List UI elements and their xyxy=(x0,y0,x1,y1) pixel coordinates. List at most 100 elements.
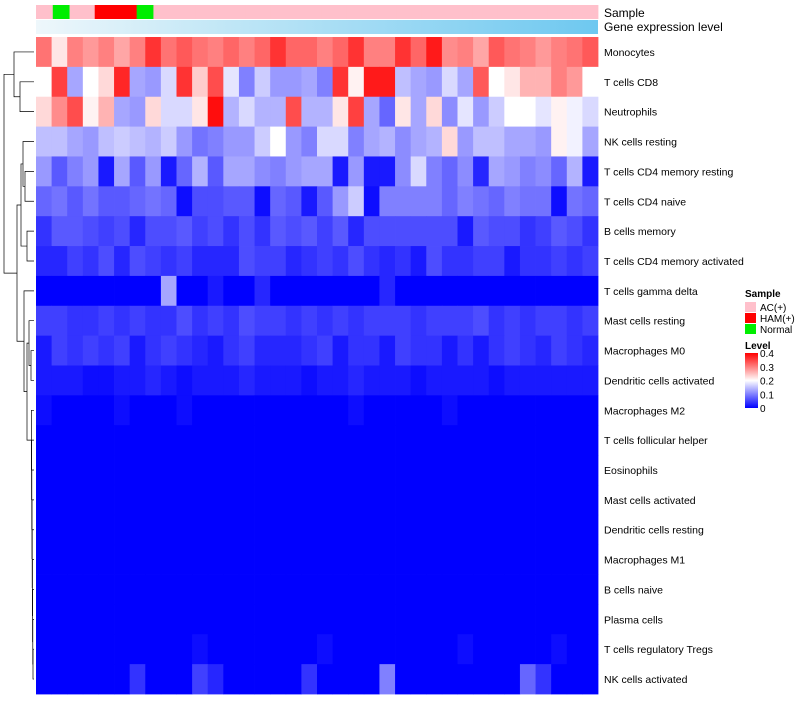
sample-annotation-cell xyxy=(405,5,414,19)
heatmap-cell xyxy=(566,425,583,456)
heatmap-cell xyxy=(114,664,131,695)
heatmap-cell xyxy=(348,544,365,575)
heatmap-cell xyxy=(348,96,365,127)
heatmap-cell xyxy=(160,216,177,247)
heatmap-cell xyxy=(207,156,224,187)
heatmap-cell xyxy=(488,634,505,665)
sample-annotation-cell xyxy=(547,5,557,19)
sample-annotation-cell xyxy=(136,5,146,19)
heatmap-cell xyxy=(535,96,552,127)
heatmap-cell xyxy=(51,425,68,456)
heatmap-cell xyxy=(519,186,536,217)
heatmap-cell xyxy=(410,126,427,157)
heatmap-cell xyxy=(488,305,505,337)
heatmap-cell xyxy=(317,126,334,157)
heatmap-cell xyxy=(67,156,84,187)
heatmap-cell xyxy=(488,395,505,426)
heatmap-cell xyxy=(254,514,271,546)
heatmap-cell xyxy=(285,514,302,546)
sample-annotation-cell xyxy=(363,5,372,19)
heatmap-cell xyxy=(504,395,521,426)
heatmap-cell xyxy=(519,126,536,157)
heatmap-cell xyxy=(36,275,53,307)
heatmap-cell xyxy=(301,514,318,546)
heatmap-cell xyxy=(551,305,568,337)
heatmap-cell xyxy=(582,544,599,575)
heatmap-cell xyxy=(441,37,458,68)
sample-annotation-cell xyxy=(463,5,473,19)
heatmap-cell xyxy=(98,216,115,247)
heatmap-cell xyxy=(82,66,99,98)
heatmap-cell xyxy=(145,514,162,546)
heatmap-cell xyxy=(67,365,84,396)
heatmap-cell xyxy=(145,335,162,366)
heatmap-cell xyxy=(254,216,271,247)
heatmap-cell xyxy=(301,216,318,247)
sample-annotation-cell xyxy=(111,5,121,19)
heatmap-cell xyxy=(98,126,115,157)
heatmap-cell xyxy=(98,246,115,277)
heatmap-cell xyxy=(363,246,380,277)
sample-annotation-cell xyxy=(195,5,205,19)
heatmap-cell xyxy=(145,275,162,307)
heatmap-cell xyxy=(238,156,255,187)
heatmap-cell xyxy=(504,544,521,575)
heatmap-cell xyxy=(301,126,318,157)
heatmap-cell xyxy=(551,634,568,665)
heatmap-cell xyxy=(566,275,583,307)
heatmap-cell xyxy=(129,365,146,396)
heatmap-cell xyxy=(176,186,193,217)
heatmap-cell xyxy=(551,37,568,68)
heatmap-cell xyxy=(36,664,53,695)
heatmap-cell xyxy=(207,514,224,546)
heatmap-cell xyxy=(67,66,84,98)
heatmap-cell xyxy=(488,365,505,396)
heatmap-cell xyxy=(457,544,474,575)
heatmap-cell xyxy=(426,634,443,665)
heatmap-cell xyxy=(207,365,224,396)
heatmap-cell xyxy=(363,186,380,217)
heatmap-cell xyxy=(317,186,334,217)
heatmap-cell xyxy=(129,544,146,575)
heatmap-cell xyxy=(410,365,427,396)
heatmap-cell xyxy=(223,335,240,366)
heatmap-cell xyxy=(395,96,412,127)
heatmap-cell xyxy=(98,395,115,426)
heatmap-cell xyxy=(441,514,458,546)
heatmap-cell xyxy=(192,275,209,307)
heatmap-cell xyxy=(582,604,599,635)
heatmap-cell xyxy=(566,604,583,635)
heatmap-cell xyxy=(98,305,115,337)
heatmap-cell xyxy=(426,186,443,217)
heatmap-cell xyxy=(238,514,255,546)
heatmap-cell xyxy=(582,156,599,187)
heatmap-cell xyxy=(426,664,443,695)
heatmap-cell xyxy=(82,664,99,695)
heatmap-cell xyxy=(223,574,240,605)
heatmap-cell xyxy=(51,664,68,695)
sample-annotation-cell xyxy=(388,5,398,19)
heatmap-cell xyxy=(160,365,177,396)
heatmap-cell xyxy=(192,455,209,486)
heatmap-cell xyxy=(488,275,505,307)
heatmap-cell xyxy=(176,604,193,635)
heatmap-cell xyxy=(395,514,412,546)
sample-annotation-cell xyxy=(312,5,322,19)
heatmap-cell xyxy=(192,425,209,456)
heatmap-cell xyxy=(379,37,396,68)
heatmap-cell xyxy=(192,216,209,247)
heatmap-cell xyxy=(332,425,349,456)
row-label: Dendritic cells resting xyxy=(604,525,704,537)
heatmap-cell xyxy=(551,156,568,187)
heatmap-cell xyxy=(410,186,427,217)
heatmap-cell xyxy=(566,37,583,68)
heatmap-cell xyxy=(238,484,255,516)
heatmap-cell xyxy=(301,634,318,665)
heatmap-cell xyxy=(457,514,474,546)
heatmap-cell xyxy=(488,156,505,187)
heatmap-cell xyxy=(551,514,568,546)
heatmap-cell xyxy=(192,395,209,426)
heatmap-cell xyxy=(551,246,568,277)
heatmap-cell xyxy=(566,335,583,366)
heatmap-cell xyxy=(535,484,552,516)
